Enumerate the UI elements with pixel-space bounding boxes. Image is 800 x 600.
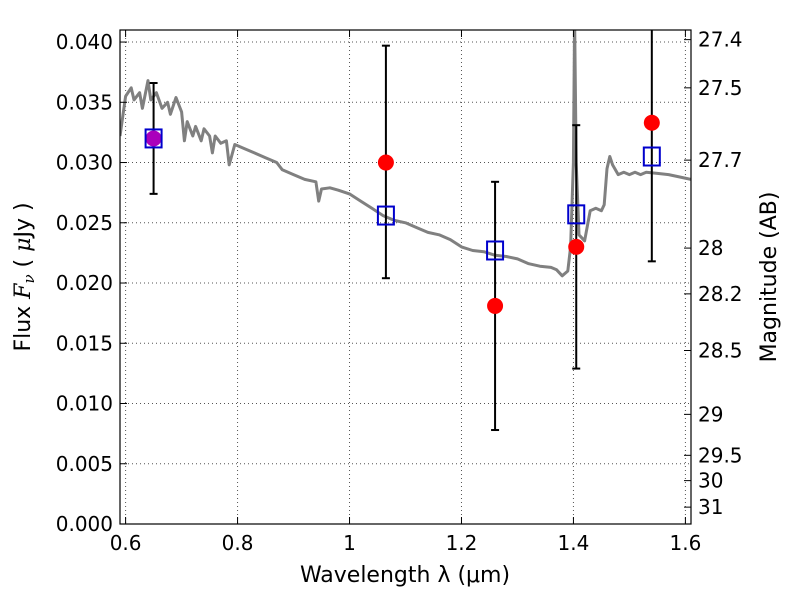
observed-points — [145, 114, 660, 314]
model-point — [376, 205, 395, 226]
x-axis-label: Wavelength λ (μm) — [300, 563, 510, 588]
y-tick-label: 0.020 — [56, 271, 113, 295]
model-spectrum — [120, 30, 691, 278]
right-tick-label: 30 — [698, 469, 723, 493]
y-axis-label: Flux Fν ( μJy ) — [11, 202, 38, 351]
y-tick-label: 0.010 — [56, 392, 113, 416]
spectrum-line — [120, 30, 691, 278]
observed-point — [487, 297, 504, 314]
x-tick-label: 1.6 — [669, 531, 701, 555]
y-tick-label: 0.025 — [56, 211, 113, 235]
model-point — [144, 128, 163, 149]
right-tick-label: 28.5 — [698, 338, 743, 362]
y-axis-ticks: 0.000 0.005 0.010 0.015 0.020 0.025 0.030 0.035… — [56, 30, 127, 536]
right-tick-label: 31 — [698, 495, 723, 519]
right-axis-label: Magnitude (AB) — [757, 192, 782, 363]
y-tick-label: 0.005 — [56, 452, 113, 476]
y-tick-label: 0.035 — [56, 90, 113, 114]
model-point — [567, 204, 586, 225]
observed-point — [377, 154, 394, 171]
right-tick-label: 27.4 — [698, 28, 743, 52]
x-tick-label: 0.8 — [222, 531, 254, 555]
observed-point — [145, 130, 162, 147]
y-tick-label: 0.030 — [56, 151, 113, 175]
right-tick-label: 28 — [698, 236, 723, 260]
x-tick-label: 0.6 — [110, 531, 142, 555]
plot-frame — [119, 29, 692, 525]
model-point — [642, 146, 661, 167]
x-tick-label: 1.2 — [446, 531, 478, 555]
model-points — [144, 128, 661, 261]
right-tick-label: 29 — [698, 402, 723, 426]
x-tick-label: 1.4 — [558, 531, 590, 555]
y-tick-label: 0.015 — [56, 331, 113, 355]
right-tick-label: 29.5 — [698, 443, 743, 467]
x-axis-ticks: 0.6 0.8 1 1.2 1.4 1.6 — [110, 30, 701, 555]
grid-lines — [120, 30, 691, 525]
right-tick-label: 28.2 — [698, 282, 743, 306]
observed-point — [643, 114, 660, 131]
right-tick-label: 27.5 — [698, 76, 743, 100]
x-tick-label: 1 — [343, 531, 356, 555]
right-tick-label: 27.7 — [698, 148, 743, 172]
y-tick-label: 0.040 — [56, 30, 113, 54]
model-point — [486, 240, 505, 261]
observed-point — [568, 238, 585, 255]
y-tick-label: 0.000 — [56, 512, 113, 536]
